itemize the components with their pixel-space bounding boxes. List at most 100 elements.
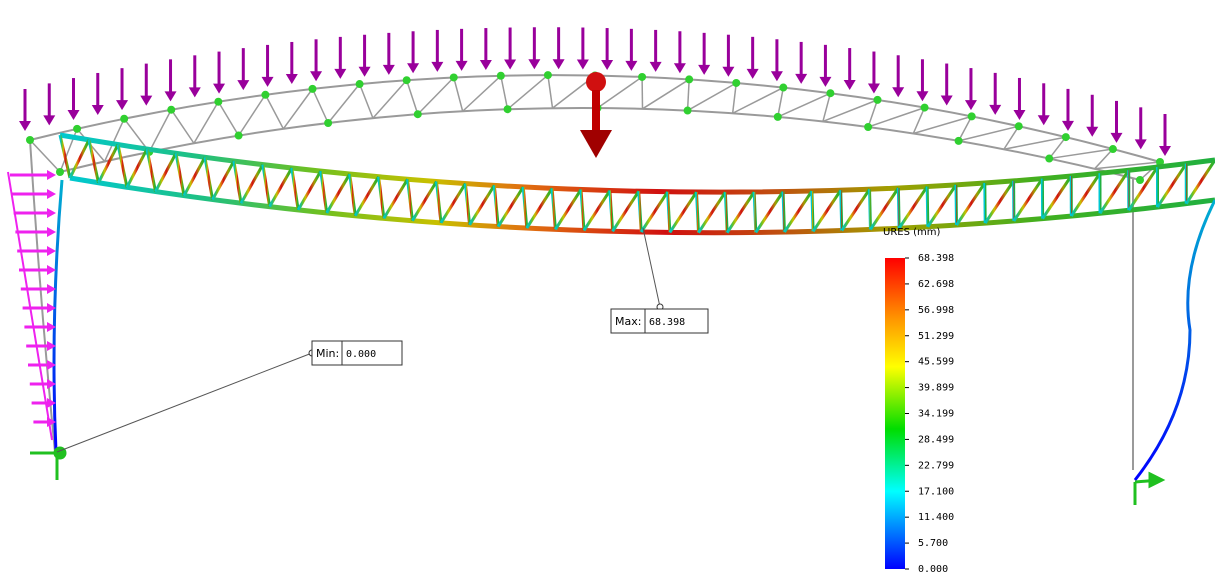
deformed-web [406,179,414,221]
load-head [455,60,468,71]
load-head [213,83,226,94]
deformed-web [261,164,272,207]
deformed-web [840,188,871,232]
deformed-web [1012,177,1044,222]
node [1156,158,1164,166]
deformed-web [697,191,727,234]
node [167,105,176,114]
load-head [746,68,759,79]
deformed-web [869,187,900,231]
side-head [47,170,56,180]
web [687,82,737,112]
node [413,110,422,119]
deformed-web [611,190,641,233]
deformed-web [154,152,178,193]
web [686,79,690,111]
web [1003,125,1020,150]
deformed-web [211,160,236,201]
deformed-web [87,139,100,184]
load-head [310,71,323,82]
web [867,99,879,128]
deformed-web [434,181,443,224]
web [1003,136,1066,150]
web [777,87,785,118]
web [507,74,549,110]
side-pressure-loads [7,170,56,441]
max-leader [642,227,661,308]
web [217,101,240,136]
deformed-web [983,180,1015,224]
web [462,75,502,112]
load-head [164,91,177,102]
web [777,92,831,118]
load-head [431,61,444,72]
node [1108,145,1117,154]
deformed-web [145,148,157,192]
web [547,75,554,109]
deformed-web [348,173,357,216]
node [683,106,692,115]
web [732,86,784,114]
deformed-web [382,178,409,220]
web [103,118,125,162]
load-head [795,73,808,84]
load-head [601,60,614,71]
deformed-web [463,183,472,225]
load-head [819,76,832,87]
deformed-web [496,186,525,228]
web [170,109,195,144]
remote-force [580,72,612,158]
deformed-web [239,163,265,204]
legend-label: 68.398 [918,253,954,264]
deformed-web [1098,169,1130,215]
deformed-web [579,189,586,231]
deformed-web [468,184,496,226]
min-leader [56,352,313,453]
deformed-web [639,190,669,233]
deformed-web [296,170,323,211]
web [1094,161,1161,170]
load-head [770,71,783,82]
legend-label: 17.100 [918,486,954,497]
web [958,125,1019,142]
deformed-web [1070,172,1102,217]
load-head [843,80,856,91]
deformed-shape [52,132,1215,481]
node [732,78,741,87]
deformed-web [1185,159,1215,205]
web [193,101,219,144]
legend-label: 22.799 [918,460,954,471]
web [29,139,61,173]
deformed-web [203,156,215,200]
node [1136,176,1144,184]
node [496,71,505,80]
deformed-web [897,185,929,230]
deformed-web [174,152,186,196]
deformed-web [58,134,72,179]
load-head [43,115,56,126]
web [822,99,878,123]
web [822,92,832,122]
load-head [673,63,686,74]
load-head [625,60,638,71]
web [912,107,926,134]
load-head [867,83,880,94]
node [967,112,976,121]
legend-label: 34.199 [918,409,954,420]
load-head [261,76,274,87]
legend-label: 0.000 [918,564,948,572]
load-head [1159,146,1171,156]
legend-title: URES (mm) [883,227,940,238]
min-probe: Min: 0.000 [311,340,403,366]
deformed-web [268,167,294,208]
load-head [940,95,953,106]
deformed-web [492,185,500,227]
side-head [47,379,56,389]
load-head [140,95,153,106]
web [957,116,973,142]
node [56,168,64,176]
node [873,95,882,104]
deformed-web [521,186,529,229]
legend-label: 56.998 [918,305,954,316]
